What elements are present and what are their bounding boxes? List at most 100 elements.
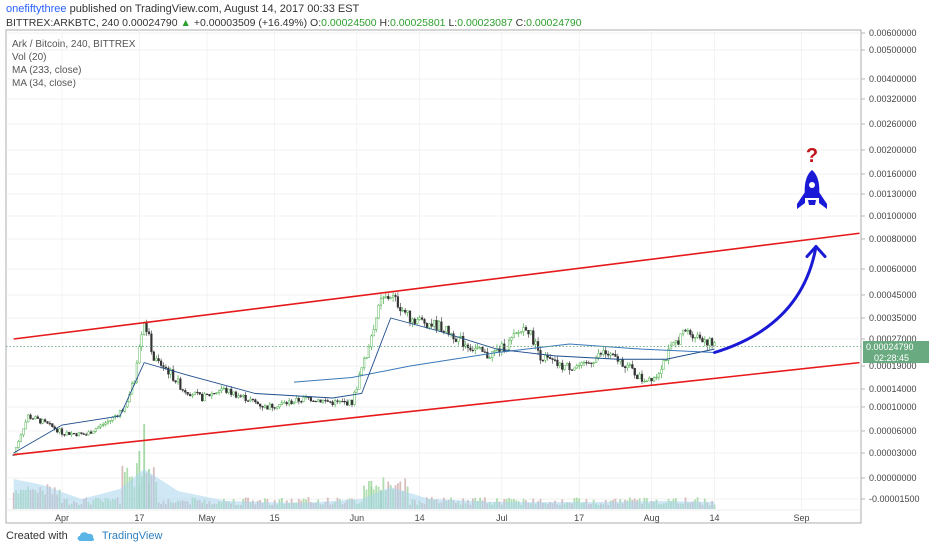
- candle-body: [643, 380, 646, 383]
- candle-body: [275, 406, 279, 409]
- candle-body: [585, 362, 588, 364]
- candle-body: [239, 395, 242, 397]
- x-tick-label: Aug: [644, 513, 660, 523]
- candle-body: [541, 359, 545, 362]
- candle-body: [346, 401, 349, 406]
- volume-bar: [368, 481, 370, 509]
- candle-body: [645, 380, 648, 383]
- candle-body: [389, 297, 392, 299]
- candle-body: [648, 377, 651, 382]
- candle-body: [205, 393, 209, 395]
- candle-body: [251, 398, 255, 401]
- candle-body: [63, 434, 66, 436]
- candle-body: [558, 362, 561, 366]
- last-price-tag: 0.00024790: [866, 342, 914, 352]
- candle-body: [524, 327, 528, 331]
- candle-body: [191, 394, 194, 397]
- candle-body: [164, 366, 168, 369]
- candle-body: [665, 359, 668, 362]
- candle-body: [626, 364, 629, 369]
- candle-body: [280, 402, 284, 405]
- candle-body: [483, 351, 487, 353]
- candle-body: [611, 353, 615, 355]
- candle-body: [520, 331, 523, 333]
- candle-body: [413, 318, 416, 324]
- candle-body: [706, 339, 709, 346]
- x-tick-label: Sep: [793, 513, 809, 523]
- candle-body: [261, 406, 264, 408]
- candle-body: [135, 362, 139, 383]
- candle-body: [288, 400, 291, 405]
- candle-body: [22, 428, 25, 436]
- candle-body: [97, 426, 100, 429]
- candle-body: [493, 350, 496, 352]
- candle-body: [710, 338, 714, 346]
- candle-body: [406, 310, 409, 313]
- candle-body: [336, 400, 339, 402]
- tradingview-brand[interactable]: TradingView: [101, 530, 163, 542]
- candle-body: [563, 365, 566, 370]
- candle-body: [594, 357, 598, 363]
- countdown-tag: 02:28:45: [874, 353, 909, 363]
- legend-series: Ark / Bitcoin, 240, BITTREX: [12, 39, 136, 50]
- candle-body: [350, 399, 354, 405]
- candle-body: [314, 400, 317, 403]
- candle-body: [447, 325, 450, 335]
- candle-body: [636, 375, 639, 380]
- candle-body: [51, 423, 54, 428]
- candle-body: [500, 343, 503, 353]
- y-tick-label: 0.00320000: [869, 94, 917, 104]
- candle-body: [607, 353, 610, 356]
- last-price-tag-bg: [863, 341, 929, 352]
- candle-body: [652, 377, 656, 382]
- candle-body: [48, 423, 52, 425]
- candle-body: [56, 428, 59, 433]
- l-label: L:: [448, 17, 458, 29]
- candle-body: [19, 434, 23, 442]
- candle-body: [404, 310, 407, 313]
- candle-body: [667, 348, 670, 361]
- candle-body: [297, 398, 300, 402]
- candle-body: [77, 432, 81, 437]
- candle-body: [75, 433, 78, 437]
- candle-body: [266, 405, 269, 410]
- candle-body: [703, 339, 706, 343]
- candle-body: [150, 333, 153, 353]
- candle-body: [213, 393, 216, 395]
- y-tick-label: 0.00260000: [869, 119, 917, 129]
- candle-body: [46, 421, 49, 424]
- candle-body: [220, 388, 223, 391]
- x-tick-label: Jun: [350, 513, 365, 523]
- candle-body: [348, 399, 351, 406]
- y-tick-label: 0.00003000: [869, 448, 917, 458]
- candle-body: [295, 398, 298, 403]
- legend-ma-233: MA (233, close): [12, 65, 82, 76]
- candle-body: [283, 402, 286, 404]
- candle-body: [300, 401, 303, 403]
- y-tick-label: 0.00400000: [869, 74, 917, 84]
- candle-body: [655, 376, 658, 379]
- candle-body: [312, 400, 315, 402]
- candle-body: [433, 320, 436, 327]
- candle-body: [660, 368, 663, 374]
- candle-body: [338, 400, 342, 403]
- candle-body: [246, 400, 250, 402]
- candle-body: [198, 392, 201, 395]
- volume-bar: [363, 485, 365, 509]
- x-tick-label: Apr: [55, 513, 69, 523]
- candle-body: [561, 362, 564, 370]
- candle-body: [619, 359, 622, 362]
- candle-body: [302, 396, 305, 402]
- username-link[interactable]: onefiftythree: [6, 3, 67, 15]
- candle-body: [708, 338, 711, 346]
- candle-body: [387, 296, 390, 299]
- candle-body: [140, 334, 143, 347]
- candle-body: [391, 295, 395, 298]
- candle-body: [510, 337, 513, 341]
- candle-body: [138, 346, 141, 364]
- candle-body: [686, 329, 690, 332]
- candle-body: [237, 395, 240, 398]
- candle-body: [580, 362, 583, 366]
- candle-body: [396, 296, 400, 308]
